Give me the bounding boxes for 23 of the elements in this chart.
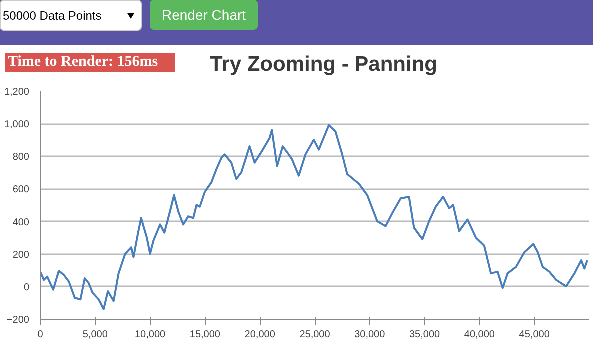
- x-tick-label: 30,000: [354, 330, 386, 340]
- y-tick-label: −200: [6, 315, 30, 326]
- chart-title: Try Zooming - Panning: [210, 52, 438, 78]
- y-tick-label: 600: [12, 184, 30, 196]
- text: 50000 Data Points: [0, 0, 142, 32]
- x-tick-label: 15,000: [190, 330, 221, 340]
- y-tick-label: 0: [24, 282, 30, 294]
- y-tick-label: 400: [12, 217, 30, 228]
- text: Time to Render: 156ms: [8, 53, 158, 72]
- x-tick-label: 20,000: [244, 330, 276, 340]
- x-tick-label: 5,000: [82, 330, 108, 340]
- x-tick-label: 10,000: [135, 330, 166, 340]
- text: Render Chart: [150, 0, 258, 30]
- y-tick-label: 800: [12, 152, 30, 164]
- x-tick-label: 40,000: [464, 330, 496, 340]
- x-tick-label: 45,000: [519, 330, 550, 340]
- y-tick-label: 1,000: [4, 120, 30, 131]
- x-tick-label: 25,000: [300, 330, 331, 340]
- x-tick-label: 0: [38, 330, 44, 340]
- y-tick-label: 200: [12, 250, 30, 261]
- line-series: [40, 124, 588, 310]
- x-tick-label: 35,000: [410, 330, 441, 340]
- y-tick-label: 1,200: [4, 87, 30, 98]
